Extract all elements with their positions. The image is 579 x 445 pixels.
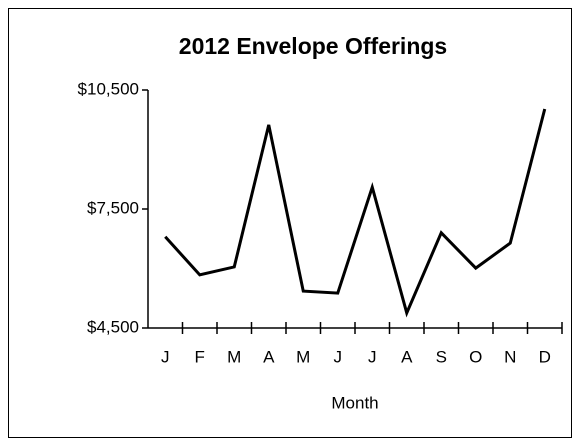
y-tick-label: $10,500	[78, 79, 139, 98]
x-tick-label: A	[263, 347, 275, 366]
x-tick-label: N	[504, 347, 516, 366]
x-tick-label: D	[539, 347, 551, 366]
x-tick-label: O	[469, 347, 482, 366]
x-tick-label: J	[161, 347, 170, 366]
chart-title: 2012 Envelope Offerings	[179, 33, 447, 59]
x-tick-label: J	[334, 347, 343, 366]
x-tick-label: M	[227, 347, 241, 366]
x-tick-label: F	[195, 347, 205, 366]
data-line	[164, 108, 547, 318]
x-tick-label: M	[296, 347, 310, 366]
x-tick-label: J	[368, 347, 377, 366]
x-tick-label: A	[401, 347, 413, 366]
x-axis-label: Month	[331, 393, 378, 412]
x-tick-label: S	[436, 347, 447, 366]
y-tick-label: $7,500	[87, 198, 139, 217]
y-tick-label: $4,500	[87, 317, 139, 336]
